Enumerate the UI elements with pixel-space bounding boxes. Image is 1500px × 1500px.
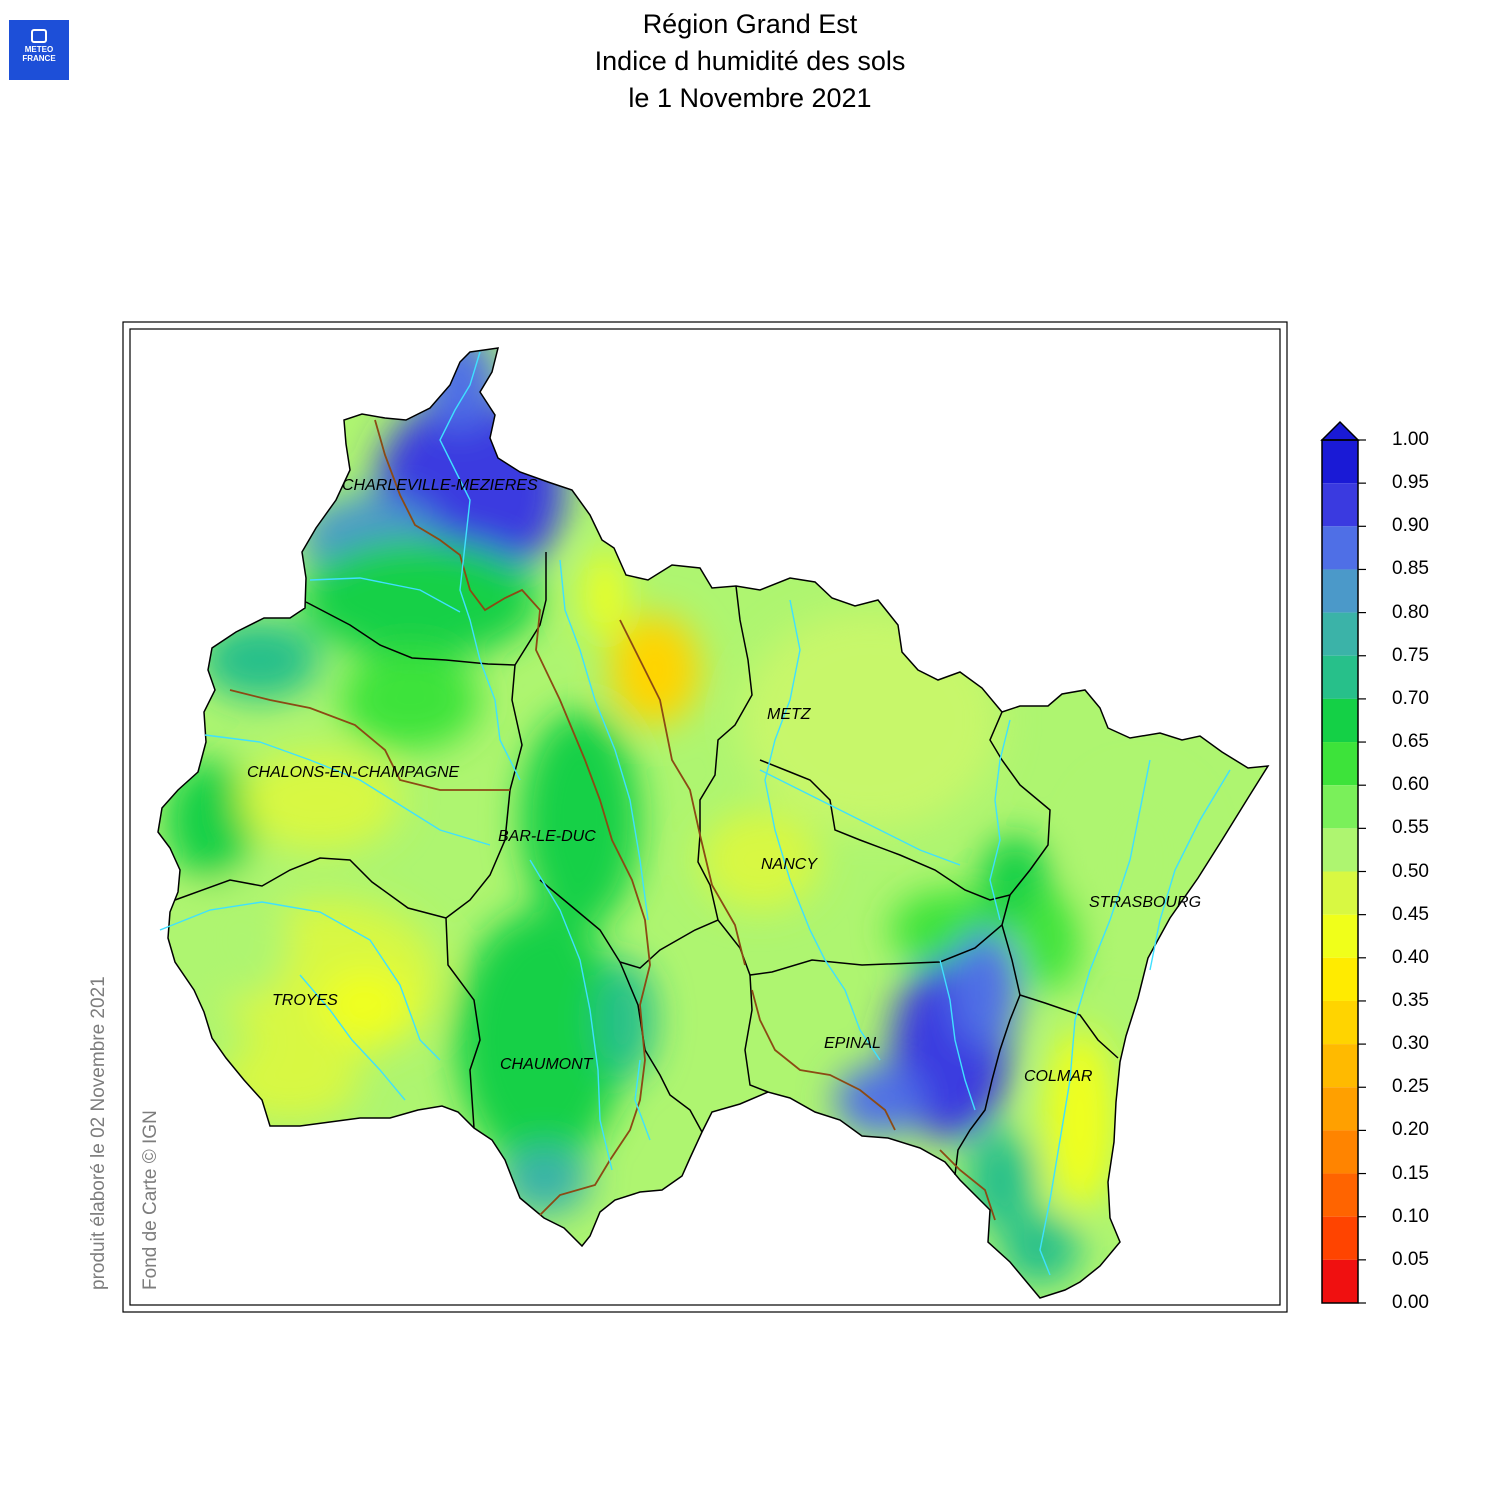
colorbar-tick-label: 0.85 xyxy=(1392,558,1429,580)
city-label: TROYES xyxy=(272,992,338,1009)
colorbar-segment xyxy=(1322,828,1358,872)
logo-line1: METEO xyxy=(24,45,54,54)
soil-moisture-field xyxy=(158,348,1268,1298)
colorbar-tick-label: 0.55 xyxy=(1392,817,1429,839)
colorbar-tick-label: 0.25 xyxy=(1392,1076,1429,1098)
colorbar-tick-label: 0.95 xyxy=(1392,472,1429,494)
colorbar-segment xyxy=(1322,440,1358,484)
meteo-france-logo: METEO FRANCE xyxy=(9,20,69,80)
department-boundaries xyxy=(174,552,1119,1176)
city-label: NANCY xyxy=(761,856,818,873)
colorbar-tick-label: 0.50 xyxy=(1392,860,1429,882)
colorbar-arrow xyxy=(1320,420,1360,441)
colorbar-tick-label: 0.40 xyxy=(1392,946,1429,968)
title-region: Région Grand Est xyxy=(642,9,858,39)
colorbar-tick-label: 0.35 xyxy=(1392,989,1429,1011)
colorbar-tick-label: 0.10 xyxy=(1392,1205,1429,1227)
colorbar-segment xyxy=(1322,569,1358,613)
city-labels: CHARLEVILLE-MEZIERES METZ CHALONS-EN-CHA… xyxy=(247,477,1201,1085)
colorbar-segment xyxy=(1322,1259,1358,1303)
city-label: CHARLEVILLE-MEZIERES xyxy=(342,477,538,494)
colorbar-segment xyxy=(1322,785,1358,829)
colorbar-segment xyxy=(1322,1130,1358,1174)
colorbar-tick-label: 0.65 xyxy=(1392,731,1429,753)
colorbar-tick-label: 0.60 xyxy=(1392,774,1429,796)
colorbar xyxy=(1320,420,1366,1304)
title-date: le 1 Novembre 2021 xyxy=(628,83,872,113)
colorbar-segment xyxy=(1322,914,1358,958)
colorbar-segment xyxy=(1322,1216,1358,1260)
colorbar-tick-label: 0.70 xyxy=(1392,687,1429,709)
colorbar-segment xyxy=(1322,612,1358,656)
logo-icon xyxy=(31,29,47,43)
colorbar-segment xyxy=(1322,871,1358,915)
colorbar-segment xyxy=(1322,957,1358,1001)
colorbar-segment xyxy=(1322,655,1358,699)
colorbar-segment xyxy=(1322,1173,1358,1217)
city-label: METZ xyxy=(767,706,812,723)
title-index: Indice d humidité des sols xyxy=(594,46,906,76)
city-label: CHAUMONT xyxy=(500,1056,594,1073)
colorbar-tick-label: 0.05 xyxy=(1392,1248,1429,1270)
colorbar-tick-label: 0.30 xyxy=(1392,1033,1429,1055)
rivers xyxy=(159,351,1231,1276)
colorbar-tick-label: 0.45 xyxy=(1392,903,1429,925)
map-frame-outer xyxy=(122,321,1288,1313)
map-frame-inner xyxy=(129,328,1281,1306)
colorbar-tick-label: 0.15 xyxy=(1392,1162,1429,1184)
colorbar-segment xyxy=(1322,698,1358,743)
colorbar-tick-label: 0.75 xyxy=(1392,644,1429,666)
logo-line2: FRANCE xyxy=(22,54,56,63)
city-label: EPINAL xyxy=(824,1035,881,1052)
city-label: COLMAR xyxy=(1024,1068,1093,1085)
colorbar-tick-label: 0.90 xyxy=(1392,515,1429,537)
colorbar-segment xyxy=(1322,526,1358,570)
colorbar-segment xyxy=(1322,1044,1358,1088)
colorbar-tick-label: 1.00 xyxy=(1392,429,1429,450)
city-label: STRASBOURG xyxy=(1089,894,1201,911)
city-label: CHALONS-EN-CHAMPAGNE xyxy=(247,764,460,781)
colorbar-segment xyxy=(1322,483,1358,527)
colorbar-tick-label: 0.00 xyxy=(1392,1292,1429,1313)
city-label: BAR-LE-DUC xyxy=(498,828,596,845)
colorbar-segment xyxy=(1322,1087,1358,1131)
colorbar-segment xyxy=(1322,742,1358,786)
former-region-boundaries xyxy=(229,419,996,1221)
colorbar-tick-label: 0.80 xyxy=(1392,601,1429,623)
colorbar-tick-label: 0.20 xyxy=(1392,1119,1429,1141)
colorbar-segment xyxy=(1322,1000,1358,1045)
